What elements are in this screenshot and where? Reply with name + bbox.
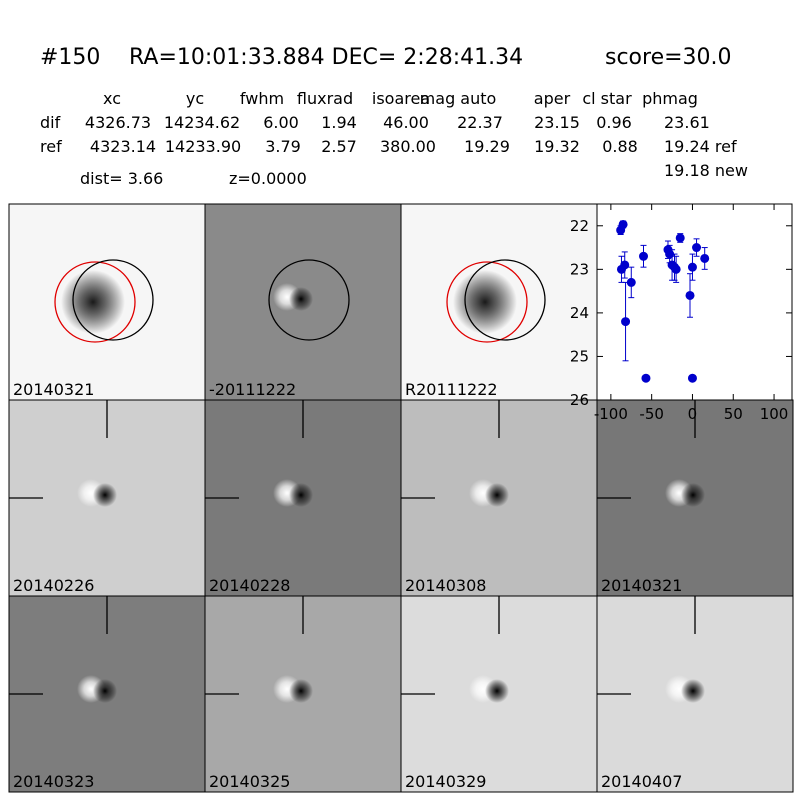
y-tick-label: 24: [570, 304, 589, 322]
dipole-dark: [485, 679, 509, 703]
column-header: phmag: [642, 89, 698, 108]
cell: 3.79: [265, 137, 301, 156]
point: [618, 219, 628, 229]
cell: 19.32: [534, 137, 580, 156]
coordinates: RA=10:01:33.884 DEC= 2:28:41.34: [129, 45, 523, 70]
cell: 6.00: [263, 113, 299, 132]
cell: 46.00: [383, 113, 429, 132]
point: [620, 260, 630, 270]
stamp: 20140226: [8, 399, 206, 597]
stamp-label: R20111222: [405, 380, 498, 399]
stamp: 20140321: [596, 399, 794, 597]
stamp-label: 20140228: [209, 576, 290, 595]
ref-circle: [446, 261, 528, 343]
point: [671, 264, 681, 274]
source-blob: [61, 270, 125, 334]
point: [641, 373, 651, 383]
point: [687, 373, 697, 383]
cell: 0.88: [602, 137, 638, 156]
new-circle: [72, 259, 154, 341]
candidate-id: #150: [40, 45, 100, 70]
y-tick-label: 22: [570, 217, 589, 235]
column-header: isoarea: [372, 89, 430, 108]
point: [687, 262, 697, 272]
cell: 23.61: [664, 113, 710, 132]
stamp: R20111222: [400, 203, 598, 401]
stamp-label: 20140321: [13, 380, 94, 399]
cell: 2.57: [321, 137, 357, 156]
cell: 14233.90: [165, 137, 241, 156]
stamp: 20140308: [400, 399, 598, 597]
cell: 4323.14: [90, 137, 156, 156]
row-label: dif: [40, 113, 61, 132]
stamp-label: -20111222: [209, 380, 296, 399]
y-tick-label: 26: [570, 391, 589, 409]
column-header: cl star: [582, 89, 632, 108]
plot-area: [596, 203, 793, 401]
stamp: 20140321: [8, 203, 206, 401]
column-header: aper: [534, 89, 571, 108]
column-header: fluxrad: [297, 89, 353, 108]
dipole-dark: [289, 483, 313, 507]
x-tick-label: 50: [724, 405, 743, 423]
dipole-dark: [681, 483, 705, 507]
cell: 380.00: [380, 137, 436, 156]
stamp-label: 20140226: [13, 576, 94, 595]
dipole-dark: [93, 679, 117, 703]
cell: 19.24 ref: [664, 137, 737, 156]
dipole-dark: [93, 483, 117, 507]
cell: 1.94: [321, 113, 357, 132]
score: score=30.0: [605, 45, 732, 70]
row-label: ref: [40, 137, 62, 156]
stamp: 20140228: [204, 399, 402, 597]
stamp-label: 20140323: [13, 772, 94, 791]
new-circle: [268, 259, 350, 341]
cell: 19.29: [464, 137, 510, 156]
source-blob: [453, 270, 517, 334]
stamp-label: 20140329: [405, 772, 486, 791]
column-header: fwhm: [240, 89, 284, 108]
stamp-label: 20140321: [601, 576, 682, 595]
distance: dist= 3.66: [80, 169, 163, 188]
stamp: 20140407: [596, 595, 794, 793]
cell: 23.15: [534, 113, 580, 132]
point: [626, 277, 636, 287]
point: [692, 243, 702, 253]
column-header: mag auto: [420, 89, 497, 108]
cell: 0.96: [596, 113, 632, 132]
x-tick-label: 0: [688, 405, 698, 423]
dipole-dark: [485, 483, 509, 507]
x-tick-label: -50: [639, 405, 664, 423]
point: [621, 317, 631, 327]
stamp: 20140325: [204, 595, 402, 793]
new-circle: [464, 259, 546, 341]
stamp: 20140329: [400, 595, 598, 793]
stamp-label: 20140325: [209, 772, 290, 791]
ref-circle: [54, 261, 136, 343]
stamp: -20111222: [204, 203, 402, 401]
column-header: xc: [103, 89, 121, 108]
point: [685, 290, 695, 300]
point: [675, 233, 685, 243]
redshift: z=0.0000: [229, 169, 307, 188]
dipole-dark: [681, 679, 705, 703]
point: [700, 253, 710, 263]
y-tick-label: 23: [570, 260, 589, 278]
new-mag: 19.18 new: [664, 161, 748, 180]
cell: 22.37: [457, 113, 503, 132]
dipole-dark: [289, 287, 313, 311]
cell: 4326.73: [85, 113, 151, 132]
y-tick-label: 25: [570, 347, 589, 365]
cell: 14234.62: [164, 113, 240, 132]
point: [639, 251, 649, 261]
dipole-dark: [289, 679, 313, 703]
column-header: yc: [186, 89, 204, 108]
x-tick-label: 100: [760, 405, 789, 423]
stamp: 20140323: [8, 595, 206, 793]
stamp-label: 20140308: [405, 576, 486, 595]
x-tick-label: -100: [594, 405, 628, 423]
stamp-label: 20140407: [601, 772, 682, 791]
